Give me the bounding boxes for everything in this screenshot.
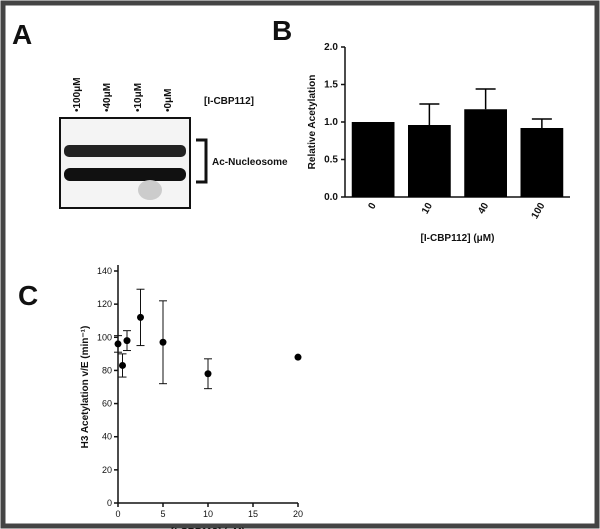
x-axis-title: [I-CBP112] (μM) xyxy=(171,527,245,529)
y-axis-title: Relative Acetylation xyxy=(307,75,318,170)
y-tick-label: 80 xyxy=(102,365,112,375)
band-label: Ac-Nucleosome xyxy=(212,157,288,168)
bar xyxy=(464,109,507,197)
x-tick-label: 5 xyxy=(160,509,165,519)
y-tick-label: 100 xyxy=(97,332,112,342)
blot xyxy=(59,117,208,209)
panel-label: B xyxy=(272,15,292,46)
y-tick-label: 0.0 xyxy=(324,192,338,203)
point xyxy=(114,340,122,348)
x-tick-label: 0 xyxy=(115,509,120,519)
lane-label: •10μM xyxy=(133,83,144,112)
y-tick-label: 120 xyxy=(97,299,112,309)
x-tick-label: 40 xyxy=(476,201,491,217)
panel-label: C xyxy=(18,280,38,311)
bar xyxy=(408,125,451,197)
lane-label: •100μM xyxy=(72,77,83,112)
x-tick-label: 10 xyxy=(420,201,435,217)
lane-label: •0μM xyxy=(163,88,174,112)
lane-label: •40μM xyxy=(102,83,113,112)
point xyxy=(204,370,212,378)
x-tick-label: 15 xyxy=(248,509,258,519)
y-tick-label: 1.0 xyxy=(324,117,338,128)
panel-label: A xyxy=(12,19,32,50)
point xyxy=(137,313,144,321)
y-tick-label: 60 xyxy=(102,399,112,409)
point xyxy=(119,361,126,369)
y-tick-label: 0 xyxy=(107,498,112,508)
y-tick-label: 0.5 xyxy=(324,155,338,166)
y-tick-label: 20 xyxy=(102,465,112,475)
y-tick-label: 40 xyxy=(102,432,112,442)
y-axis-title: H3 Acetylation v/E (min⁻¹) xyxy=(80,326,91,449)
point xyxy=(294,353,302,361)
x-tick-label: 0 xyxy=(366,201,379,212)
point xyxy=(159,338,167,346)
x-tick-label: 10 xyxy=(203,509,213,519)
x-axis-title: [I-CBP112] (μM) xyxy=(421,233,495,244)
point xyxy=(123,337,131,345)
y-tick-label: 1.5 xyxy=(324,80,338,91)
compound-label: [I-CBP112] xyxy=(204,96,254,107)
x-tick-label: 20 xyxy=(293,509,303,519)
y-tick-label: 140 xyxy=(97,266,112,276)
bar xyxy=(520,128,564,197)
y-tick-label: 2.0 xyxy=(324,42,338,53)
bar xyxy=(351,122,395,197)
